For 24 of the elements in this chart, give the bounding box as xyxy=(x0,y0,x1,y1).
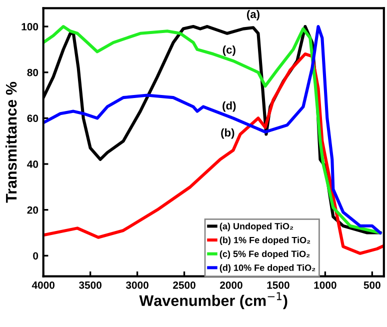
y-tick-label: 80 xyxy=(27,68,38,76)
x-tick-label: 500 xyxy=(364,281,380,289)
x-tick-label: 3000 xyxy=(126,281,148,289)
annotation: (d) xyxy=(222,101,236,112)
y-tick-label: 40 xyxy=(27,160,38,168)
y-axis-title: Transmittance % xyxy=(5,82,17,203)
x-axis-title: Wavenumber (cm$^{−1}$) xyxy=(139,292,288,310)
legend-label: (c) 5% Fe doped TiO₂ xyxy=(220,250,310,259)
annotation: (c) xyxy=(222,46,236,56)
x-tick-label: 4000 xyxy=(32,281,55,289)
legend-label: (a) Undoped TiO₂ xyxy=(220,222,294,232)
x-tick-label: 1000 xyxy=(314,281,336,289)
y-tick-label: 20 xyxy=(27,206,38,214)
annotation: (b) xyxy=(221,128,234,139)
y-tick-label: 60 xyxy=(27,114,38,122)
x-tick-label: 2500 xyxy=(173,281,196,289)
legend-label: (d) 10% Fe doped TiO₂ xyxy=(220,264,316,273)
legend-label: (b) 1% Fe doped TiO₂ xyxy=(220,236,310,246)
y-tick-label: 0 xyxy=(33,252,38,260)
x-tick-label: 1500 xyxy=(267,281,290,289)
y-tick-label: 100 xyxy=(22,23,38,30)
x-tick-label: 2000 xyxy=(220,281,242,289)
annotation: (a) xyxy=(246,10,260,20)
x-tick-label: 3500 xyxy=(78,281,102,289)
